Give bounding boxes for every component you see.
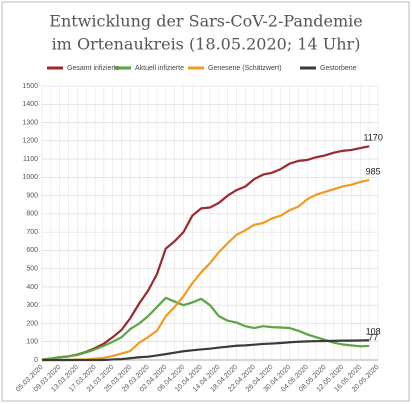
y-tick-label: 1000	[22, 174, 38, 181]
y-tick-label: 800	[26, 211, 38, 218]
y-tick-label: 100	[26, 339, 38, 346]
data-label: 1170	[363, 133, 382, 143]
y-tick-label: 900	[26, 192, 38, 199]
series-line	[42, 178, 370, 362]
legend-label: Genesene (Schätzwert)	[208, 65, 282, 72]
series-line	[41, 145, 370, 361]
legend-label: Gesamt infizierte	[67, 65, 120, 72]
legend-label: Aktuell infizierte	[135, 65, 184, 72]
data-label: 77	[368, 332, 378, 342]
series-line	[41, 296, 370, 361]
y-tick-label: 500	[26, 266, 38, 273]
y-tick-label: 1200	[22, 138, 38, 145]
legend-label: Gestorbene	[320, 65, 357, 72]
data-label: 108	[366, 327, 381, 337]
series-line	[42, 339, 370, 362]
y-tick-label: 1400	[22, 101, 38, 108]
data-label: 985	[366, 166, 381, 176]
y-tick-label: 300	[26, 302, 38, 309]
y-tick-label: 1300	[22, 119, 38, 126]
y-tick-label: 400	[26, 284, 38, 291]
y-tick-label: 600	[26, 247, 38, 254]
y-tick-label: 200	[26, 320, 38, 327]
y-tick-label: 1500	[22, 83, 38, 90]
chart-title: Entwicklung der Sars-CoV-2-Pandemie	[49, 12, 362, 31]
chart-subtitle: im Ortenaukreis (18.05.2020; 14 Uhr)	[52, 35, 361, 54]
y-tick-label: 700	[26, 229, 38, 236]
y-tick-label: 0	[34, 357, 38, 364]
y-tick-label: 1100	[23, 156, 38, 163]
